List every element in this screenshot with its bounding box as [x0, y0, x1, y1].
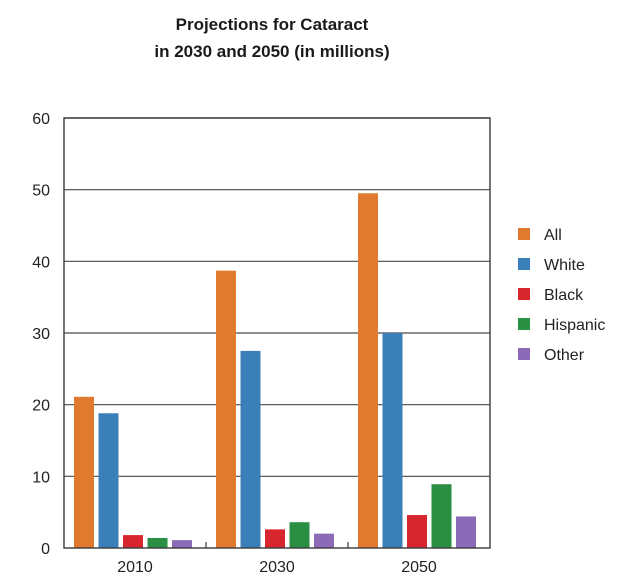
- bar-black-2030: [265, 529, 285, 548]
- plot-frame: [63, 117, 491, 549]
- bar-hispanic-2010: [147, 537, 168, 548]
- bars: [74, 193, 476, 548]
- y-tick-label: 60: [32, 111, 50, 128]
- legend-swatch-other: [518, 348, 530, 360]
- legend-label-other: Other: [544, 347, 585, 364]
- chart-title-line-2: in 2030 and 2050 (in millions): [154, 42, 389, 61]
- gridlines: [64, 117, 490, 477]
- y-tick-label: 40: [32, 254, 50, 271]
- chart-title-line-1: Projections for Cataract: [176, 15, 369, 34]
- y-tick-label: 50: [32, 183, 50, 200]
- bar-all-2010: [74, 396, 94, 548]
- x-tick-label: 2030: [259, 559, 295, 576]
- legend-label-white: White: [544, 257, 585, 274]
- y-axis-ticks: 0 10 20 30 40 50 60: [32, 111, 50, 558]
- bar-black-2010: [123, 535, 143, 548]
- bar-hispanic-2030: [289, 522, 310, 548]
- bar-other-2030: [314, 533, 334, 548]
- bar-other-2010: [172, 540, 192, 548]
- bar-all-2030: [216, 270, 236, 548]
- x-tick-label: 2050: [401, 559, 437, 576]
- legend-swatch-white: [518, 258, 530, 270]
- y-tick-label: 0: [41, 541, 50, 558]
- x-axis-ticks: 2010 2030 2050: [117, 559, 437, 576]
- y-tick-label: 30: [32, 326, 50, 343]
- legend-label-hispanic: Hispanic: [544, 317, 605, 334]
- bar-other-2050: [456, 516, 476, 548]
- y-tick-label: 10: [32, 469, 50, 486]
- legend-swatch-hispanic: [518, 318, 530, 330]
- legend-label-all: All: [544, 227, 562, 244]
- bar-all-2050: [358, 193, 378, 548]
- x-tick-label: 2010: [117, 559, 153, 576]
- axes: [63, 117, 491, 549]
- legend: All White Black Hispanic Other: [518, 227, 605, 364]
- legend-swatch-black: [518, 288, 530, 300]
- legend-label-black: Black: [544, 287, 584, 304]
- y-tick-label: 20: [32, 398, 50, 415]
- bar-black-2050: [407, 515, 427, 548]
- bar-white-2010: [98, 413, 119, 548]
- bar-white-2030: [240, 350, 261, 548]
- bar-white-2050: [382, 333, 403, 548]
- legend-swatch-all: [518, 228, 530, 240]
- bar-hispanic-2050: [431, 484, 452, 548]
